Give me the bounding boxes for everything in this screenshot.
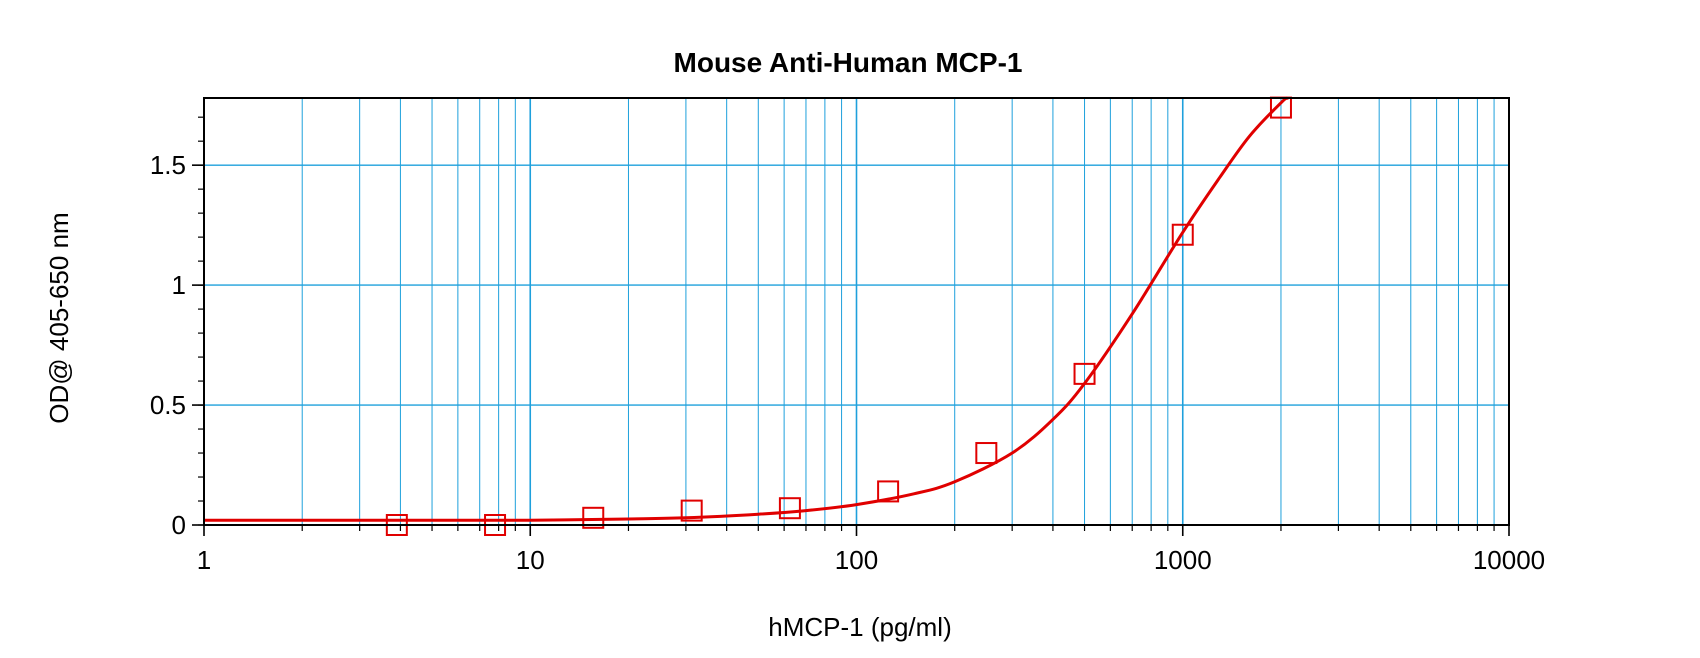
grid [203,98,1509,526]
minor-ticks [198,116,1495,531]
data-point [582,506,605,529]
x-tick-label: 100 [835,545,878,575]
y-tick-label: 0.5 [150,390,186,420]
y-tick-label: 0 [172,510,186,540]
x-axis-label: hMCP-1 (pg/ml) [768,612,951,642]
x-tick-label: 10 [516,545,545,575]
x-axis-ticks: 1 10 100 1000 10000 [197,525,1545,575]
x-tick-label: 1000 [1154,545,1212,575]
data-point [975,442,998,465]
data-point [1073,362,1096,385]
chart-title: Mouse Anti-Human MCP-1 [674,47,1023,78]
x-tick-label: 10000 [1473,545,1545,575]
y-axis-label: OD@ 405-650 nm [44,212,74,423]
fit-curve-group [203,96,1289,522]
y-tick-label: 1 [172,270,186,300]
data-markers [385,96,1292,536]
data-point [877,480,900,503]
x-tick-label: 1 [197,545,211,575]
data-point [1171,223,1194,246]
data-point [680,499,703,522]
y-axis-ticks: 0 0.5 1 1.5 [150,150,204,540]
data-point [778,497,801,520]
y-tick-label: 1.5 [150,150,186,180]
fit-curve [203,96,1289,522]
